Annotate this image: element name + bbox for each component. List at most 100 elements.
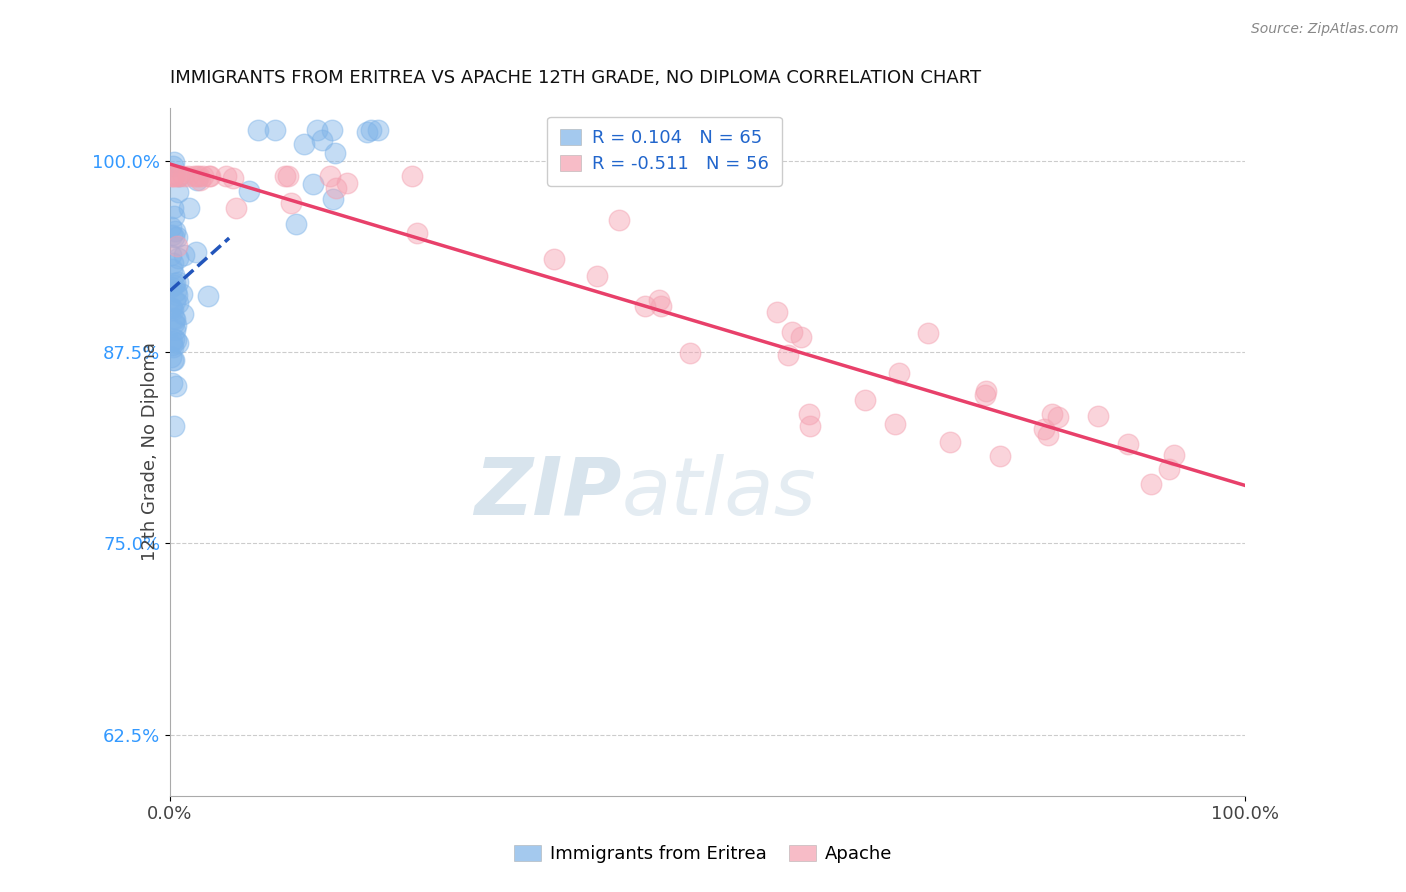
Point [607,213,630,227]
Point [163,210,186,224]
Point [633,300,655,314]
Point [163,332,186,346]
Point [766,305,789,319]
Point [166,318,188,333]
Point [311,133,333,147]
Point [884,417,907,432]
Point [367,123,389,137]
Point [1047,410,1070,425]
Point [163,268,186,282]
Point [162,340,184,354]
Point [197,289,219,303]
Point [285,218,308,232]
Point [162,353,184,368]
Point [166,230,188,244]
Point [1033,422,1056,436]
Point [173,248,195,262]
Point [305,123,328,137]
Point [162,303,184,318]
Point [401,169,423,184]
Point [1087,409,1109,424]
Point [160,247,183,261]
Point [163,224,186,238]
Point [222,170,245,185]
Point [1139,476,1161,491]
Point [247,123,270,137]
Point [160,261,183,276]
Point [789,330,811,344]
Point [172,169,194,184]
Point [162,278,184,293]
Point [167,335,190,350]
Y-axis label: 12th Grade, No Diploma: 12th Grade, No Diploma [141,343,159,561]
Point [165,285,187,299]
Point [543,252,565,266]
Point [166,275,188,289]
Point [167,186,190,200]
Point [165,379,187,393]
Point [988,449,1011,463]
Point [322,193,344,207]
Point [1040,407,1063,421]
Point [335,176,357,190]
Point [780,325,803,339]
Point [163,276,186,290]
Point [280,195,302,210]
Point [162,376,184,391]
Point [188,169,211,184]
Point [160,228,183,243]
Point [159,280,181,294]
Point [183,169,205,184]
Point [797,408,820,422]
Point [1116,436,1139,450]
Point [163,294,186,309]
Point [160,169,183,184]
Point [648,293,671,307]
Point [162,338,184,352]
Point [177,169,200,184]
Point [160,301,183,316]
Point [186,173,208,187]
Point [586,268,609,283]
Point [167,251,190,265]
Legend: Immigrants from Eritrea, Apache: Immigrants from Eritrea, Apache [505,836,901,872]
Point [162,256,184,270]
Point [163,418,186,433]
Point [160,301,183,316]
Point [679,346,702,360]
Text: Source: ZipAtlas.com: Source: ZipAtlas.com [1251,22,1399,37]
Point [225,201,247,215]
Point [165,333,187,347]
Point [162,159,184,173]
Point [1157,461,1180,475]
Point [162,169,184,184]
Point [939,434,962,449]
Point [323,146,346,161]
Point [162,316,184,330]
Point [167,169,190,183]
Point [974,384,997,399]
Text: ZIP: ZIP [474,454,621,532]
Point [264,123,287,137]
Point [917,326,939,340]
Point [163,312,186,326]
Point [325,181,347,195]
Point [318,169,340,184]
Point [172,307,194,321]
Legend: R = 0.104   N = 65, R = -0.511   N = 56: R = 0.104 N = 65, R = -0.511 N = 56 [547,117,782,186]
Point [162,201,184,215]
Point [188,172,211,186]
Point [215,169,238,184]
Point [1163,448,1185,462]
Point [163,353,186,368]
Point [184,245,207,260]
Text: atlas: atlas [621,454,815,532]
Point [163,155,186,169]
Point [198,169,221,184]
Point [292,136,315,151]
Point [162,230,184,244]
Point [166,288,188,302]
Point [321,123,343,137]
Point [198,169,221,184]
Point [302,177,325,191]
